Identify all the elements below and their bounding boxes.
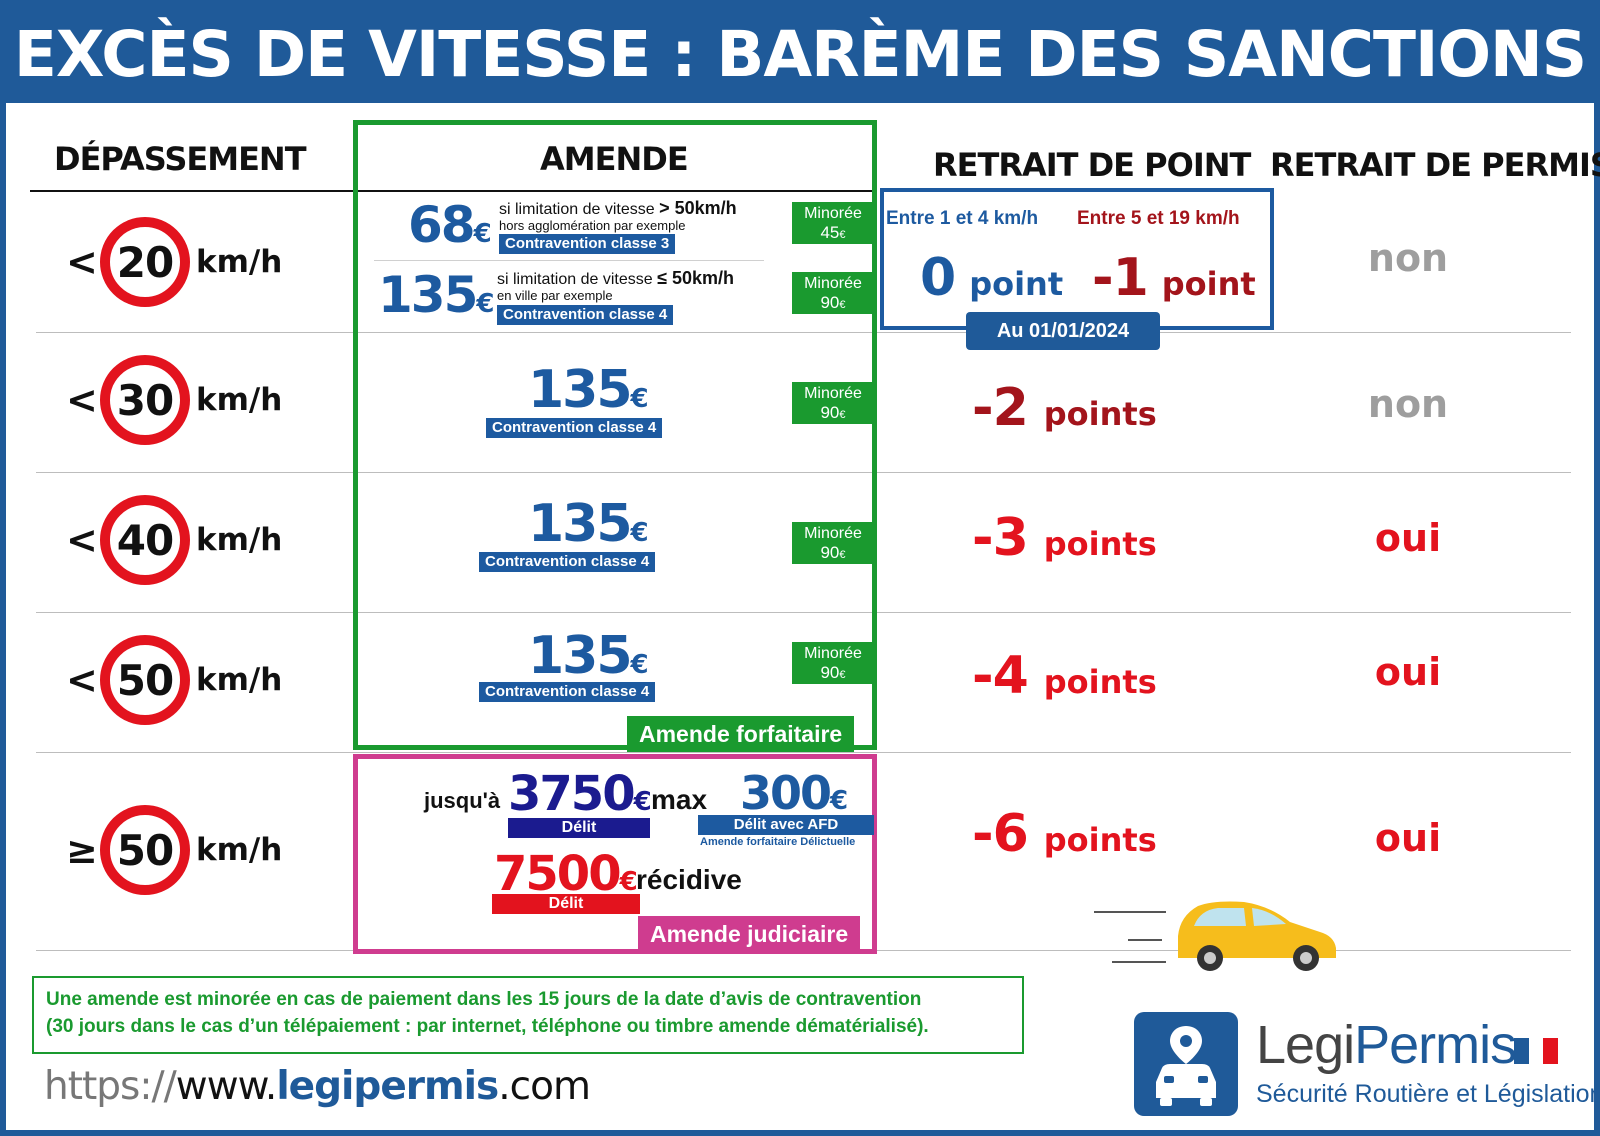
row-divider [36,472,1571,473]
row-divider [36,752,1571,753]
max-text: max [651,784,708,815]
row-label-gte-50: ≥ 50 km/h [66,800,306,900]
minoration-note: Une amende est minorée en cas de paiemen… [32,976,1024,1054]
date-badge: Au 01/01/2024 [966,312,1160,350]
limit-example: hors agglomération par exemple [499,218,686,233]
amende-300: 300€ [740,766,849,820]
car-icon [1094,901,1336,971]
amende-3750: 3750€ [508,766,652,822]
comparison-symbol: ≥ [66,828,98,872]
contravention-tag: Contravention classe 4 [479,552,656,572]
amende-135: 135€ [528,360,649,420]
sub-divider [374,260,764,261]
jusqua-text: jusqu'à [424,788,501,813]
speed-sign-icon: 30 [100,355,190,445]
speed-unit: km/h [196,522,283,558]
amende-68: 68€ [408,196,492,254]
points-minus-3: -3 points [972,508,1157,568]
delit-tag: Délit [508,818,650,838]
amende-135: 135€ [378,266,495,324]
header-divider [30,190,353,192]
speed-unit: km/h [196,832,283,868]
header-retrait-permis: RETRAIT DE PERMIS [1270,146,1600,184]
note-line-2: (30 jours dans le cas d’un télépaiement … [46,1016,929,1037]
delit-recidive-tag: Délit [492,894,640,914]
minoree-badge: Minorée 90€ [792,522,874,564]
permis-oui: oui [1374,650,1442,694]
permis-non: non [1367,382,1449,426]
permis-non: non [1367,236,1449,280]
legipermis-logo-icon [1134,1012,1238,1116]
comparison-symbol: < [66,658,98,702]
amende-forfaitaire-box [353,120,877,750]
speed-unit: km/h [196,382,283,418]
speed-sign-icon: 20 [100,217,190,307]
minoree-badge: Minorée 90€ [792,272,874,314]
french-flag-icon [1514,1038,1559,1064]
amende-forfaitaire-label: Amende forfaitaire [627,716,855,752]
points-minus-2: -2 points [972,378,1157,438]
comparison-symbol: < [66,378,98,422]
amende-judiciaire-label: Amende judiciaire [638,916,861,952]
contravention-tag: Contravention classe 4 [479,682,656,702]
permis-oui: oui [1374,816,1442,860]
row-label-lt-30: < 30 km/h [66,350,306,450]
row-label-lt-50: < 50 km/h [66,630,306,730]
points-minus-4: -4 points [972,646,1157,706]
amende-judiciaire-box [353,754,877,954]
website-url[interactable]: https://www.legipermis.com [44,1064,591,1109]
limit-example: en ville par exemple [497,288,613,303]
limit-text: si limitation de vitesse ≤ 50km/h [497,268,734,288]
afd-subtitle: Amende forfaitaire Délictuelle [700,836,856,848]
range-1-4: Entre 1 et 4 km/h [886,208,1039,229]
comparison-symbol: < [66,240,98,284]
header-retrait-point: RETRAIT DE POINT [933,146,1251,184]
legipermis-logo-name: LegiPermis [1256,1015,1517,1075]
recidive-text: récidive [636,864,742,895]
header-divider [353,190,877,192]
points-minus-6: -6 points [972,804,1157,864]
comparison-symbol: < [66,518,98,562]
amende-7500: 7500€ [494,846,638,902]
speed-unit: km/h [196,244,283,280]
row-label-lt-20: < 20 km/h [66,212,306,312]
range-5-19: Entre 5 et 19 km/h [1077,208,1240,229]
page-title: EXCÈS DE VITESSE : BARÈME DES SANCTIONS [13,18,1587,91]
speed-sign-icon: 40 [100,495,190,585]
note-line-1: Une amende est minorée en cas de paiemen… [46,989,922,1010]
speed-unit: km/h [196,662,283,698]
contravention-tag: Contravention classe 4 [497,305,674,325]
permis-oui: oui [1374,516,1442,560]
amende-135: 135€ [528,494,649,554]
minoree-badge: Minorée 45€ [792,202,874,244]
contravention-tag: Contravention classe 3 [499,234,676,254]
speed-sign-icon: 50 [100,805,190,895]
contravention-tag: Contravention classe 4 [486,418,663,438]
row-divider [36,332,1571,333]
minoree-badge: Minorée 90€ [792,382,874,424]
row-divider [36,612,1571,613]
amende-135: 135€ [528,626,649,686]
header-depassement: DÉPASSEMENT [54,140,307,178]
points-0: 0 point [920,248,1064,308]
legipermis-tagline: Sécurité Routière et Législation [1256,1080,1600,1108]
speed-sign-icon: 50 [100,635,190,725]
header-amende: AMENDE [540,140,689,178]
minoree-badge: Minorée 90€ [792,642,874,684]
points-minus-1: -1 point [1092,248,1256,308]
delit-afd-tag: Délit avec AFD [698,815,874,835]
limit-text: si limitation de vitesse > 50km/h [499,198,737,218]
row-label-lt-40: < 40 km/h [66,490,306,590]
